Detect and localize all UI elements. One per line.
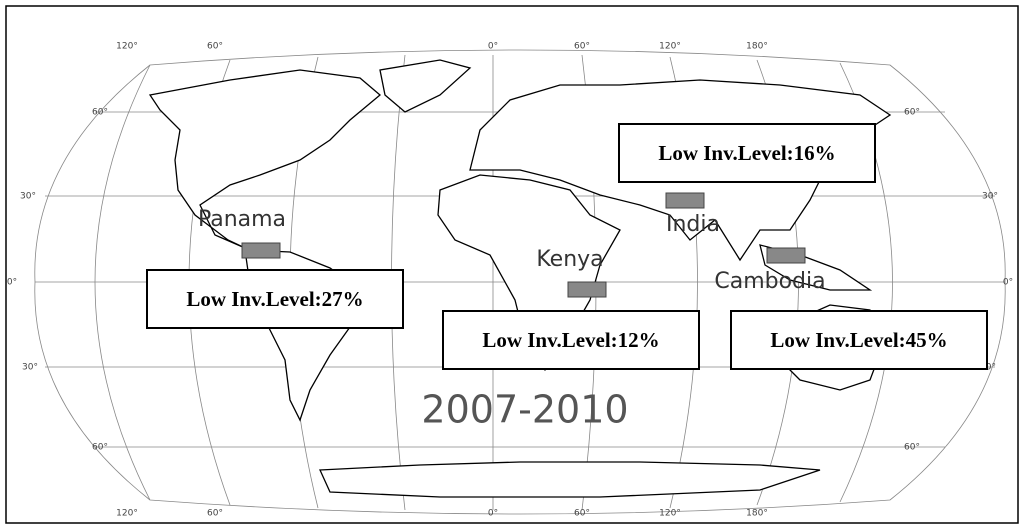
latitude-label: 0° — [7, 278, 17, 288]
longitude-label: 0° — [488, 42, 498, 52]
longitude-label: 0° — [488, 509, 498, 519]
box-label: Low Inv.Level:45% — [770, 328, 947, 352]
country-name: India — [666, 212, 720, 237]
longitude-label: 60° — [207, 509, 223, 519]
box-label: Low Inv.Level:12% — [482, 328, 659, 352]
year-label: 2007-2010 — [421, 388, 628, 432]
longitude-label: 180° — [746, 42, 768, 52]
latitude-label: 60° — [92, 108, 108, 118]
box-label: Low Inv.Level:16% — [658, 141, 835, 165]
label-box — [146, 269, 404, 329]
labels: 120° 120° 60° 60° 0° 0° 60° 60° 120° 120° 180° 180°… — [7, 42, 1013, 519]
label-box — [730, 310, 988, 370]
longitude-label: 120° — [116, 42, 138, 52]
latitude-label: 0° — [1003, 278, 1013, 288]
country-name: Panama — [198, 207, 286, 232]
longitude-label: 120° — [659, 42, 681, 52]
longitude-label: 60° — [207, 42, 223, 52]
site-icon — [665, 192, 705, 209]
longitude-label: 60° — [574, 509, 590, 519]
site-icon — [567, 281, 607, 298]
latitude-label: 30° — [20, 192, 36, 202]
site-icon — [766, 247, 806, 264]
latitude-label: 30° — [22, 363, 38, 373]
latitude-label: 60° — [92, 443, 108, 453]
longitude-label: 60° — [574, 42, 590, 52]
label-box — [442, 310, 700, 370]
site-icons — [241, 192, 806, 298]
longitude-label: 120° — [659, 509, 681, 519]
country-name: Cambodia — [714, 269, 825, 294]
latitude-label: 30° — [982, 192, 998, 202]
site-icon — [241, 242, 281, 259]
box-label: Low Inv.Level:27% — [186, 287, 363, 311]
longitude-label: 180° — [746, 509, 768, 519]
longitude-label: 120° — [116, 509, 138, 519]
latitude-label: 60° — [904, 443, 920, 453]
country-name: Kenya — [536, 247, 603, 272]
label-box — [618, 123, 876, 183]
latitude-label: 60° — [904, 108, 920, 118]
